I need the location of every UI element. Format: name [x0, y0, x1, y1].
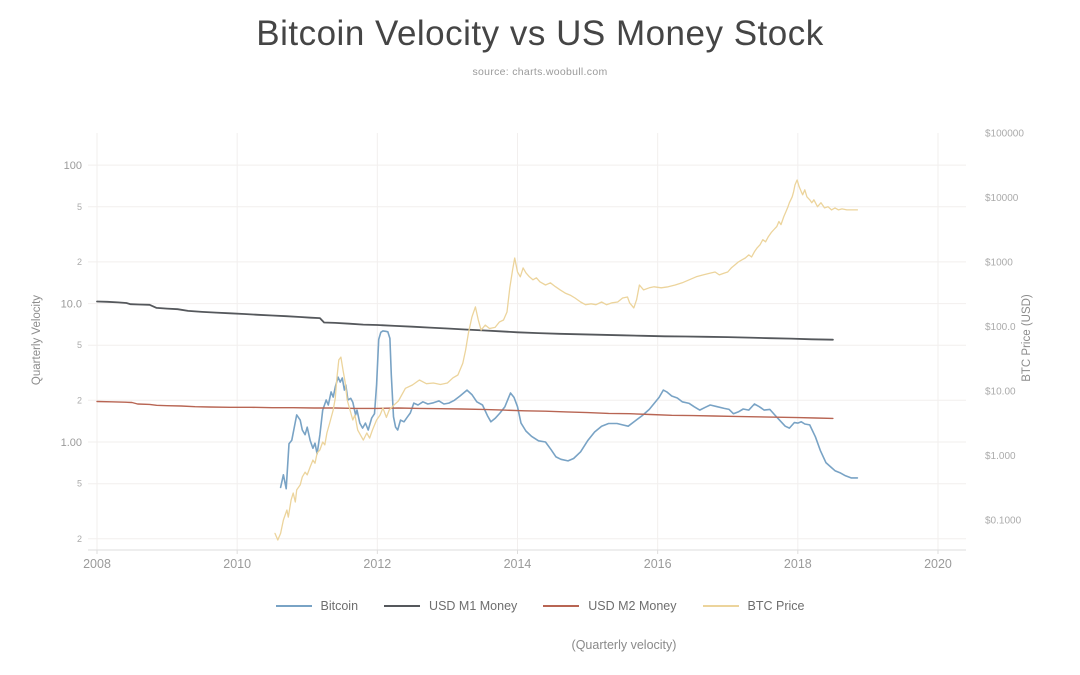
- right-axis-title: BTC Price (USD): [1021, 294, 1033, 382]
- x-axis-tick-label: 2020: [924, 557, 952, 571]
- left-axis-tick-label: 5: [77, 202, 82, 212]
- x-axis-tick-label: 2014: [504, 557, 532, 571]
- legend-label: USD M1 Money: [429, 599, 518, 613]
- legend-label: BTC Price: [747, 599, 805, 613]
- series-usd-m1-money: [96, 300, 834, 341]
- page-subtitle: source: charts.woobull.com: [472, 66, 608, 78]
- x-axis-tick-label: 2016: [644, 557, 672, 571]
- legend-item-btc-price[interactable]: BTC Price: [702, 599, 805, 613]
- legend-swatch: [384, 605, 421, 607]
- left-axis-title: Quarterly Velocity: [31, 295, 43, 385]
- series-btc-price: [274, 179, 859, 541]
- left-axis-tick-label: 100: [64, 160, 82, 172]
- left-axis-tick-label: 5: [77, 479, 82, 489]
- page-title: Bitcoin Velocity vs US Money Stock: [256, 14, 824, 53]
- right-axis-tick-label: $10.00: [985, 387, 1016, 398]
- left-axis-tick-label: 5: [77, 340, 82, 350]
- chart-caption: (Quarterly velocity): [571, 638, 677, 652]
- right-axis-tick-label: $100000: [985, 129, 1024, 140]
- legend-item-bitcoin[interactable]: Bitcoin: [275, 599, 359, 613]
- right-axis-tick-label: $1000: [985, 258, 1013, 269]
- legend-swatch: [702, 605, 739, 607]
- legend-label: Bitcoin: [320, 599, 359, 613]
- chart-plot-area[interactable]: [88, 133, 966, 550]
- right-axis-tick-label: $0.1000: [985, 516, 1022, 527]
- right-axis-tick-label: $1.000: [985, 451, 1016, 462]
- series-bitcoin: [279, 330, 859, 490]
- left-axis-tick-label: 2: [77, 257, 82, 267]
- legend-item-usd-m2-money[interactable]: USD M2 Money: [543, 599, 677, 613]
- left-axis-tick-label: 2: [77, 534, 82, 544]
- x-axis-tick-label: 2010: [223, 557, 251, 571]
- left-axis-tick-label: 10.0: [61, 299, 82, 311]
- legend-label: USD M2 Money: [588, 599, 677, 613]
- legend-swatch: [543, 605, 580, 607]
- left-axis-tick-label: 2: [77, 395, 82, 405]
- series-usd-m2-money: [96, 400, 834, 420]
- right-axis-tick-label: $100.0: [985, 322, 1016, 333]
- legend-item-usd-m1-money[interactable]: USD M1 Money: [384, 599, 517, 613]
- x-axis-tick-label: 2012: [363, 557, 391, 571]
- x-axis-tick-label: 2018: [784, 557, 812, 571]
- left-axis-tick-label: 1.00: [61, 437, 82, 449]
- legend-swatch: [275, 605, 312, 607]
- chart-legend: Bitcoin USD M1 Money USD M2 Money BTC Price: [0, 599, 1080, 613]
- x-axis-tick-label: 2008: [83, 557, 111, 571]
- right-axis-tick-label: $10000: [985, 193, 1019, 204]
